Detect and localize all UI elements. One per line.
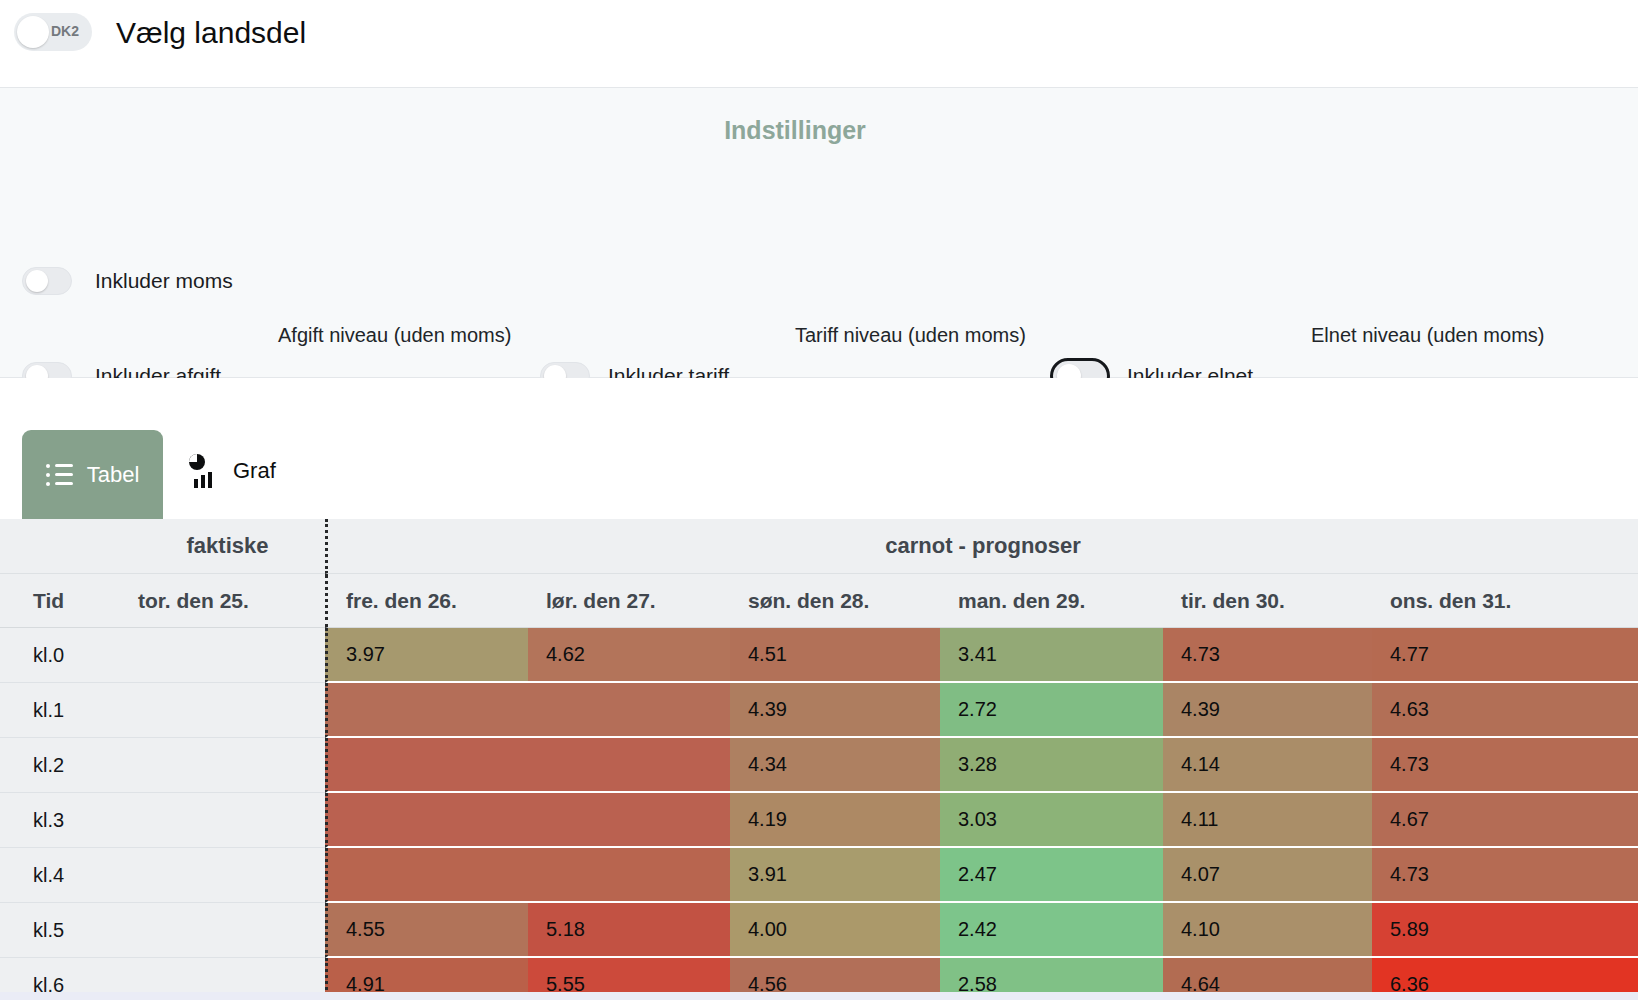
forecast-price-cell[interactable]: 4.55 [325,903,528,958]
actual-price-cell [130,683,325,738]
forecast-price-cell[interactable]: 4.51 [730,628,940,683]
column-header: tir. den 30. [1163,574,1372,628]
table-row: kl.3 4.193.034.114.67 [0,793,1638,848]
row-time-label: kl.5 [0,903,130,958]
forecast-price-cell[interactable]: 4.14 [1163,738,1372,793]
forecast-price-cell[interactable] [528,793,730,848]
forecast-price-cell[interactable] [528,683,730,738]
table-row: kl.5 4.555.184.002.424.105.89 [0,903,1638,958]
actual-price-cell [130,793,325,848]
forecast-price-cell[interactable]: 4.10 [1163,903,1372,958]
toggle-inkluder-moms-label: Inkluder moms [95,269,233,293]
forecast-price-cell[interactable]: 5.18 [528,903,730,958]
forecast-price-cell[interactable]: 4.63 [1372,683,1638,738]
forecast-price-cell[interactable]: 3.97 [325,628,528,683]
forecast-price-cell[interactable]: 4.62 [528,628,730,683]
tab-graf[interactable]: Graf [186,453,276,489]
forecast-price-cell[interactable]: 4.34 [730,738,940,793]
region-toggle-label: DK2 [51,23,79,39]
region-toggle-knob [17,16,49,48]
list-icon [46,464,73,486]
forecast-price-cell[interactable]: 2.42 [940,903,1163,958]
table-row: kl.0 3.974.624.513.414.734.77 [0,628,1638,683]
row-time-label: kl.2 [0,738,130,793]
forecast-price-cell[interactable]: 4.00 [730,903,940,958]
settings-panel: Indstillinger Inkluder moms Inkluder afg… [0,88,1638,378]
forecast-price-cell[interactable]: 3.03 [940,793,1163,848]
row-time-label: kl.0 [0,628,130,683]
horizontal-scrollbar[interactable] [0,992,1638,1000]
row-time-label: kl.1 [0,683,130,738]
forecast-price-cell[interactable]: 4.11 [1163,793,1372,848]
forecast-price-cell[interactable]: 4.77 [1372,628,1638,683]
forecast-price-cell[interactable]: 3.41 [940,628,1163,683]
tariff-niveau-label: Tariff niveau (uden moms) [795,320,1045,351]
forecast-price-cell[interactable]: 4.67 [1372,793,1638,848]
column-header: søn. den 28. [730,574,940,628]
table-row: kl.4 3.912.474.074.73 [0,848,1638,903]
afgift-niveau-label: Afgift niveau (uden moms) [278,320,528,351]
column-header: Tid [0,574,130,628]
actual-price-cell [130,738,325,793]
tab-graf-label: Graf [233,458,276,484]
forecast-price-cell[interactable]: 2.72 [940,683,1163,738]
table-header-row: Tidtor. den 25.fre. den 26.lør. den 27.s… [0,574,1638,628]
forecast-price-cell[interactable]: 3.28 [940,738,1163,793]
price-table: faktiske carnot - prognoser Tidtor. den … [0,519,1638,1000]
group-header-prognoser: carnot - prognoser [325,519,1638,574]
price-table-wrap: faktiske carnot - prognoser Tidtor. den … [0,519,1638,1000]
top-header: DK2 Vælg landsdel [0,0,1638,88]
forecast-price-cell[interactable] [528,848,730,903]
table-row: kl.2 4.343.284.144.73 [0,738,1638,793]
group-header-spacer [0,519,130,574]
forecast-price-cell[interactable] [325,683,528,738]
actual-price-cell [130,903,325,958]
forecast-price-cell[interactable]: 4.39 [1163,683,1372,738]
tab-tabel-label: Tabel [87,462,140,488]
page: DK2 Vælg landsdel Indstillinger Inkluder… [0,0,1638,1000]
tab-tabel[interactable]: Tabel [22,430,163,519]
column-header: fre. den 26. [325,574,528,628]
settings-title: Indstillinger [0,116,1590,145]
forecast-price-cell[interactable]: 4.73 [1372,738,1638,793]
forecast-price-cell[interactable] [325,793,528,848]
forecast-price-cell[interactable]: 2.47 [940,848,1163,903]
column-header: lør. den 27. [528,574,730,628]
table-group-header-row: faktiske carnot - prognoser [0,519,1638,574]
view-tabbar: Tabel Graf [0,378,1638,519]
forecast-price-cell[interactable] [325,738,528,793]
page-title: Vælg landsdel [116,16,306,50]
actual-price-cell [130,628,325,683]
group-header-faktiske: faktiske [130,519,325,574]
forecast-price-cell[interactable]: 4.39 [730,683,940,738]
toggle-inkluder-moms[interactable] [22,267,72,295]
column-header: tor. den 25. [130,574,325,628]
forecast-price-cell[interactable]: 4.19 [730,793,940,848]
forecast-price-cell[interactable]: 4.73 [1372,848,1638,903]
actual-price-cell [130,848,325,903]
region-toggle[interactable]: DK2 [14,13,92,51]
column-header: man. den 29. [940,574,1163,628]
forecast-price-cell[interactable]: 4.73 [1163,628,1372,683]
table-row: kl.14.392.724.394.63 [0,683,1638,738]
chart-icon [186,453,220,489]
row-time-label: kl.4 [0,848,130,903]
forecast-price-cell[interactable] [528,738,730,793]
forecast-price-cell[interactable]: 4.07 [1163,848,1372,903]
forecast-price-cell[interactable]: 3.91 [730,848,940,903]
row-time-label: kl.3 [0,793,130,848]
forecast-price-cell[interactable]: 5.89 [1372,903,1638,958]
forecast-price-cell[interactable] [325,848,528,903]
elnet-niveau-label: Elnet niveau (uden moms) [1311,320,1561,351]
column-header: ons. den 31. [1372,574,1638,628]
toggle-knob [26,270,48,292]
